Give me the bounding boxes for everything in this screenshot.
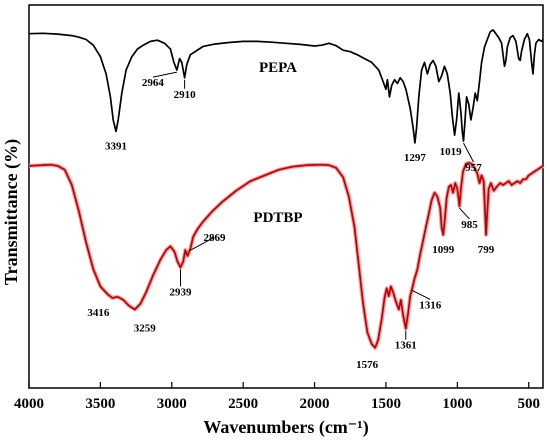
series-label-pepa: PEPA [259, 60, 297, 76]
plot-frame [28, 4, 544, 389]
peak-label-1019: 1019 [440, 146, 463, 158]
series-line-pepa [28, 29, 544, 144]
series-layer [28, 29, 545, 350]
peak-label-1297: 1297 [404, 152, 427, 164]
series-label-pdtbp: PDTBP [253, 210, 302, 226]
x-tick-label: 3500 [85, 396, 115, 412]
peak-label-957: 957 [465, 162, 482, 174]
series-label-layer: PEPA PDTBP [253, 60, 302, 226]
peak-arrow [152, 71, 178, 78]
x-tick-label: 500 [517, 396, 540, 412]
peak-arrow [463, 142, 474, 163]
peak-label-3391: 3391 [105, 140, 127, 152]
x-tick-label: 2000 [300, 396, 330, 412]
peak-label-799: 799 [478, 244, 495, 256]
peak-label-1576: 1576 [356, 359, 379, 371]
peak-label-3259: 3259 [134, 322, 157, 334]
peak-arrow [190, 236, 215, 251]
peak-label-1361: 1361 [395, 340, 417, 352]
x-tick-label: 1500 [371, 396, 401, 412]
x-axis-title: Wavenumbers (cm⁻¹) [203, 417, 368, 438]
peak-label-1099: 1099 [432, 244, 455, 256]
x-axis-ticks: 4000 3500 3000 2500 2000 1500 1000 500 [14, 382, 540, 412]
y-axis-title: Transmittance (%) [1, 139, 22, 285]
peak-label-2869: 2869 [203, 232, 226, 244]
peak-label-2910: 2910 [174, 89, 197, 101]
peak-label-2964: 2964 [142, 77, 165, 89]
series-halo-pdtbp [28, 160, 545, 350]
peak-label-3416: 3416 [87, 307, 110, 319]
x-tick-label: 3000 [157, 396, 187, 412]
peak-label-2939: 2939 [169, 286, 192, 298]
peak-label-985: 985 [461, 219, 478, 231]
peak-arrow [411, 289, 431, 300]
peak-label-1316: 1316 [419, 299, 442, 311]
x-tick-label: 1000 [442, 396, 472, 412]
peak-arrow [459, 207, 470, 220]
x-tick-label: 4000 [14, 396, 44, 412]
x-tick-label: 2500 [228, 396, 258, 412]
series-line-pdtbp [28, 161, 544, 349]
